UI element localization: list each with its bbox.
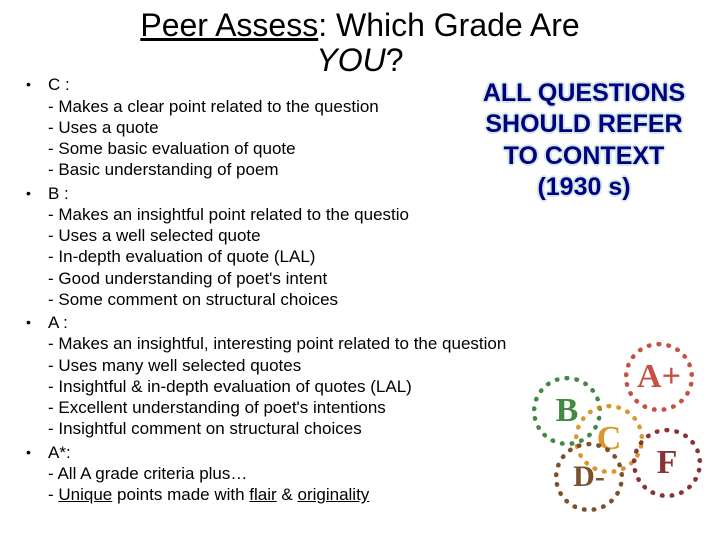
criteria-item: Some comment on structural choices	[48, 289, 680, 310]
underlined-word: originality	[297, 485, 369, 504]
callout-line: TO CONTEXT	[504, 142, 665, 170]
underlined-word: Unique	[58, 485, 112, 504]
callout-line: SHOULD REFER	[485, 110, 682, 138]
criteria-item: Uses a well selected quote	[48, 225, 680, 246]
bullet-icon: •	[26, 76, 31, 94]
stamp-a-icon: A+	[624, 342, 694, 412]
title-rest-1: : Which Grade Are	[318, 7, 579, 43]
grade-b-label: B :	[48, 184, 69, 203]
grade-a-header: • A :	[48, 312, 680, 333]
bullet-icon: •	[26, 314, 31, 332]
callout-line: ALL QUESTIONS	[483, 79, 685, 107]
grade-c-label: C :	[48, 75, 70, 94]
stamp-d-icon: D-	[554, 442, 624, 512]
stamp-f-icon: F	[632, 428, 702, 498]
grade-stamps-graphic: A+ B C D- F	[532, 342, 702, 512]
criteria-item: Makes an insightful point related to the…	[48, 204, 680, 225]
bullet-icon: •	[26, 185, 31, 203]
grade-a-label: A :	[48, 313, 68, 332]
title-italic: YOU	[316, 42, 385, 78]
criteria-item: Good understanding of poet's intent	[48, 268, 680, 289]
callout-line: (1930 s)	[537, 173, 630, 201]
title-underlined: Peer Assess	[140, 7, 318, 43]
grade-b-criteria: Makes an insightful point related to the…	[48, 204, 680, 310]
bullet-icon: •	[26, 444, 31, 462]
context-callout: ALL QUESTIONS SHOULD REFER TO CONTEXT (1…	[454, 78, 714, 203]
grade-astar-label: A*:	[48, 443, 71, 462]
criteria-item: In-depth evaluation of quote (LAL)	[48, 246, 680, 267]
underlined-word: flair	[249, 485, 276, 504]
slide-title: Peer Assess: Which Grade Are YOU?	[0, 0, 720, 78]
title-rest-2: ?	[386, 42, 404, 78]
